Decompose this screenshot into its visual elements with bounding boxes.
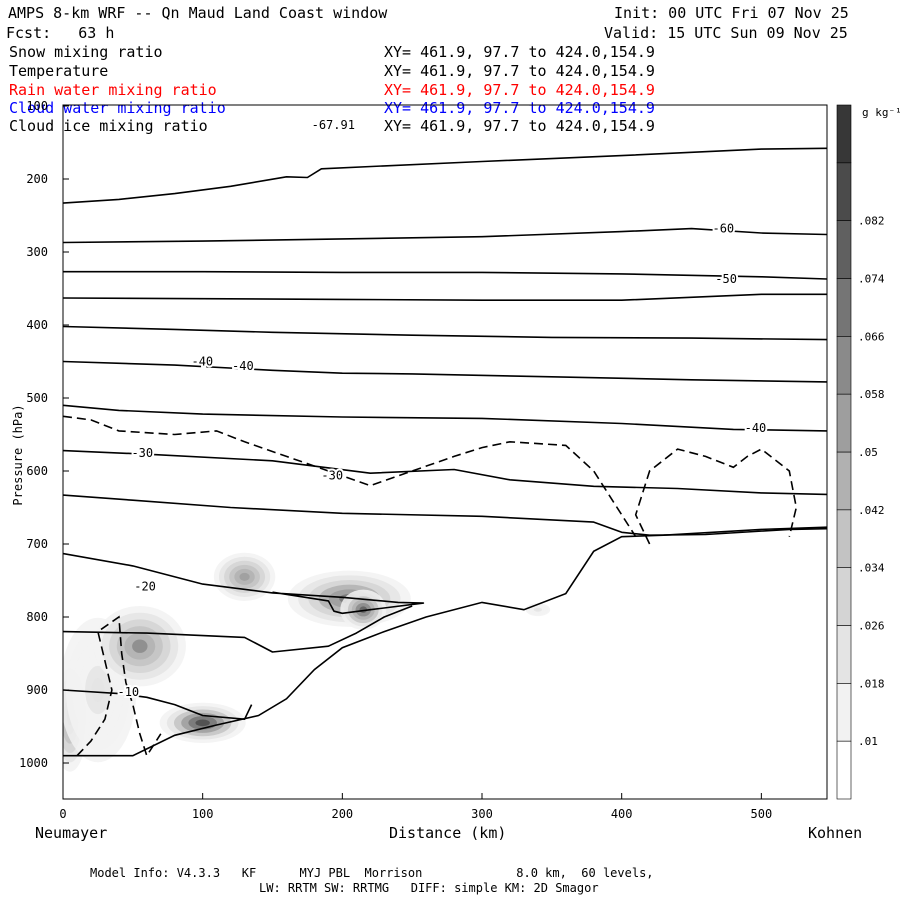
colorbar-swatch-3: [836, 567, 852, 626]
colorbar-swatch-2: [836, 625, 852, 684]
x-start-label: Neumayer: [35, 824, 108, 842]
temperature-contours: [63, 147, 827, 720]
colorbar-label-4: .042: [858, 504, 885, 517]
snow-blob-3-level-5: [195, 719, 210, 727]
temperature-contour-3: [63, 293, 827, 301]
snow-blob-2-level-5: [132, 639, 148, 653]
snow-shading: [63, 552, 551, 772]
y-tick-label-2: 300: [26, 245, 48, 259]
colorbar-swatch-5: [836, 451, 852, 511]
y-axis-label: Pressure (hPa): [11, 404, 25, 506]
legend-cloud-ice-name: Cloud ice mixing ratio: [9, 117, 208, 135]
colorbar-swatch-4: [836, 509, 852, 568]
axes: 0 100 200 300 400 500 100 200 300 400 500 600 700 800…: [19, 99, 772, 821]
contour-label-2: -50: [715, 272, 737, 286]
y-tick-label-3: 400: [26, 318, 48, 332]
colorbar-label-2: .026: [858, 620, 885, 633]
x-tick-label-2: 200: [331, 807, 353, 821]
legend-cloud-ice-xy: XY= 461.9, 97.7 to 424.0,154.9: [384, 117, 655, 135]
plot-frame: [62, 104, 828, 800]
legend-rain-name: Rain water mixing ratio: [9, 81, 217, 99]
colorbar-label-7: .066: [858, 330, 885, 343]
colorbar-label-9: .082: [858, 215, 885, 228]
snow-blob-4-level-5: [239, 572, 250, 581]
colorbar-label-0: .01: [858, 735, 878, 748]
forecast-hour: Fcst: 63 h: [6, 24, 115, 42]
cloud-ice-contour-1: [63, 415, 637, 538]
x-axis-label: Distance (km): [389, 824, 507, 842]
x-end-label: Kohnen: [808, 824, 863, 842]
legend-snow-name: Snow mixing ratio: [9, 43, 163, 61]
contour-label-9: -10: [117, 685, 139, 699]
temperature-contour-9: [63, 552, 425, 615]
contour-label-0: -67.91: [312, 118, 355, 132]
y-tick-label-8: 900: [26, 683, 48, 697]
contour-label-8: -20: [134, 579, 156, 593]
x-tick-label-5: 500: [751, 807, 773, 821]
temperature-contour-4: [63, 325, 827, 341]
legend-rain-xy: XY= 461.9, 97.7 to 424.0,154.9: [384, 81, 655, 99]
contour-label-4: -40: [232, 359, 254, 373]
init-time: Init: 00 UTC Fri 07 Nov 25: [614, 4, 849, 22]
colorbar: .01 .018 .026 .034 .042 .05 .058 .066 .074 .082: [836, 104, 885, 800]
chart-title: AMPS 8-km WRF -- Qn Maud Land Coast wind…: [8, 4, 388, 22]
colorbar-swatch-0: [836, 740, 852, 800]
legend-snow-xy: XY= 461.9, 97.7 to 424.0,154.9: [384, 43, 655, 61]
temperature-contour-1: [63, 227, 827, 244]
snow-blob-7-level-5: [535, 608, 540, 611]
temperature-contour-5: [63, 360, 827, 383]
contour-labels: -67.91 -60 -50 -40 -40 -40 -30 -30 -20 -10: [115, 116, 768, 701]
cloud-ice-contours: [63, 415, 798, 758]
colorbar-label-8: .074: [858, 273, 885, 286]
x-tick-label-1: 100: [192, 807, 214, 821]
colorbar-swatch-1: [836, 682, 852, 742]
contour-label-6: -30: [131, 446, 153, 460]
temperature-contour-0: [63, 147, 827, 204]
legend-cloud-water-xy: XY= 461.9, 97.7 to 424.0,154.9: [384, 99, 655, 117]
temperature-contour-10: [63, 605, 413, 653]
colorbar-label-1: .018: [858, 677, 885, 690]
y-tick-label-6: 700: [26, 537, 48, 551]
x-tick-label-4: 400: [611, 807, 633, 821]
model-physics: LW: RRTM SW: RRTMG DIFF: simple KM: 2D S…: [259, 881, 599, 895]
contour-label-1: -60: [712, 222, 734, 236]
cloud-ice-contour-2: [634, 448, 798, 545]
temperature-contour-7: [63, 449, 827, 496]
colorbar-swatch-6: [836, 393, 852, 453]
y-tick-label-4: 500: [26, 391, 48, 405]
colorbar-swatch-8: [836, 278, 852, 337]
terrain-line: [63, 526, 827, 757]
legend-temperature-xy: XY= 461.9, 97.7 to 424.0,154.9: [384, 62, 655, 80]
colorbar-swatch-10: [836, 162, 852, 221]
contour-label-5: -40: [745, 421, 767, 435]
temperature-contour-6: [63, 404, 827, 432]
temperature-contour-2: [63, 270, 827, 280]
legend-cloud-water-name: Cloud water mixing ratio: [9, 99, 226, 117]
cloud-ice-contour-0: [76, 615, 162, 758]
colorbar-swatch-7: [836, 335, 852, 395]
y-tick-label-5: 600: [26, 464, 48, 478]
snow-blob-1-level-5: [91, 678, 105, 702]
temperature-contour-8: [63, 494, 827, 536]
colorbar-label-5: .05: [858, 446, 878, 459]
y-tick-label-1: 200: [26, 172, 48, 186]
colorbar-swatch-11: [836, 104, 852, 164]
legend-temperature-name: Temperature: [9, 62, 109, 80]
contour-label-7: -30: [321, 468, 343, 482]
model-info: Model Info: V4.3.3 KF MYJ PBL Morrison 8…: [90, 866, 654, 880]
colorbar-swatch-9: [836, 220, 852, 279]
colorbar-label-6: .058: [858, 388, 885, 401]
terrain-profile: [63, 526, 827, 757]
x-tick-label-3: 300: [471, 807, 493, 821]
x-tick-label-0: 0: [59, 807, 66, 821]
y-tick-label-7: 800: [26, 610, 48, 624]
contour-label-3: -40: [191, 355, 213, 369]
y-tick-label-0: 100: [26, 99, 48, 113]
valid-time: Valid: 15 UTC Sun 09 Nov 25: [604, 24, 848, 42]
y-tick-label-9: 1000: [19, 756, 48, 770]
colorbar-label-3: .034: [858, 562, 885, 575]
colorbar-units: g kg⁻¹: [862, 106, 900, 119]
